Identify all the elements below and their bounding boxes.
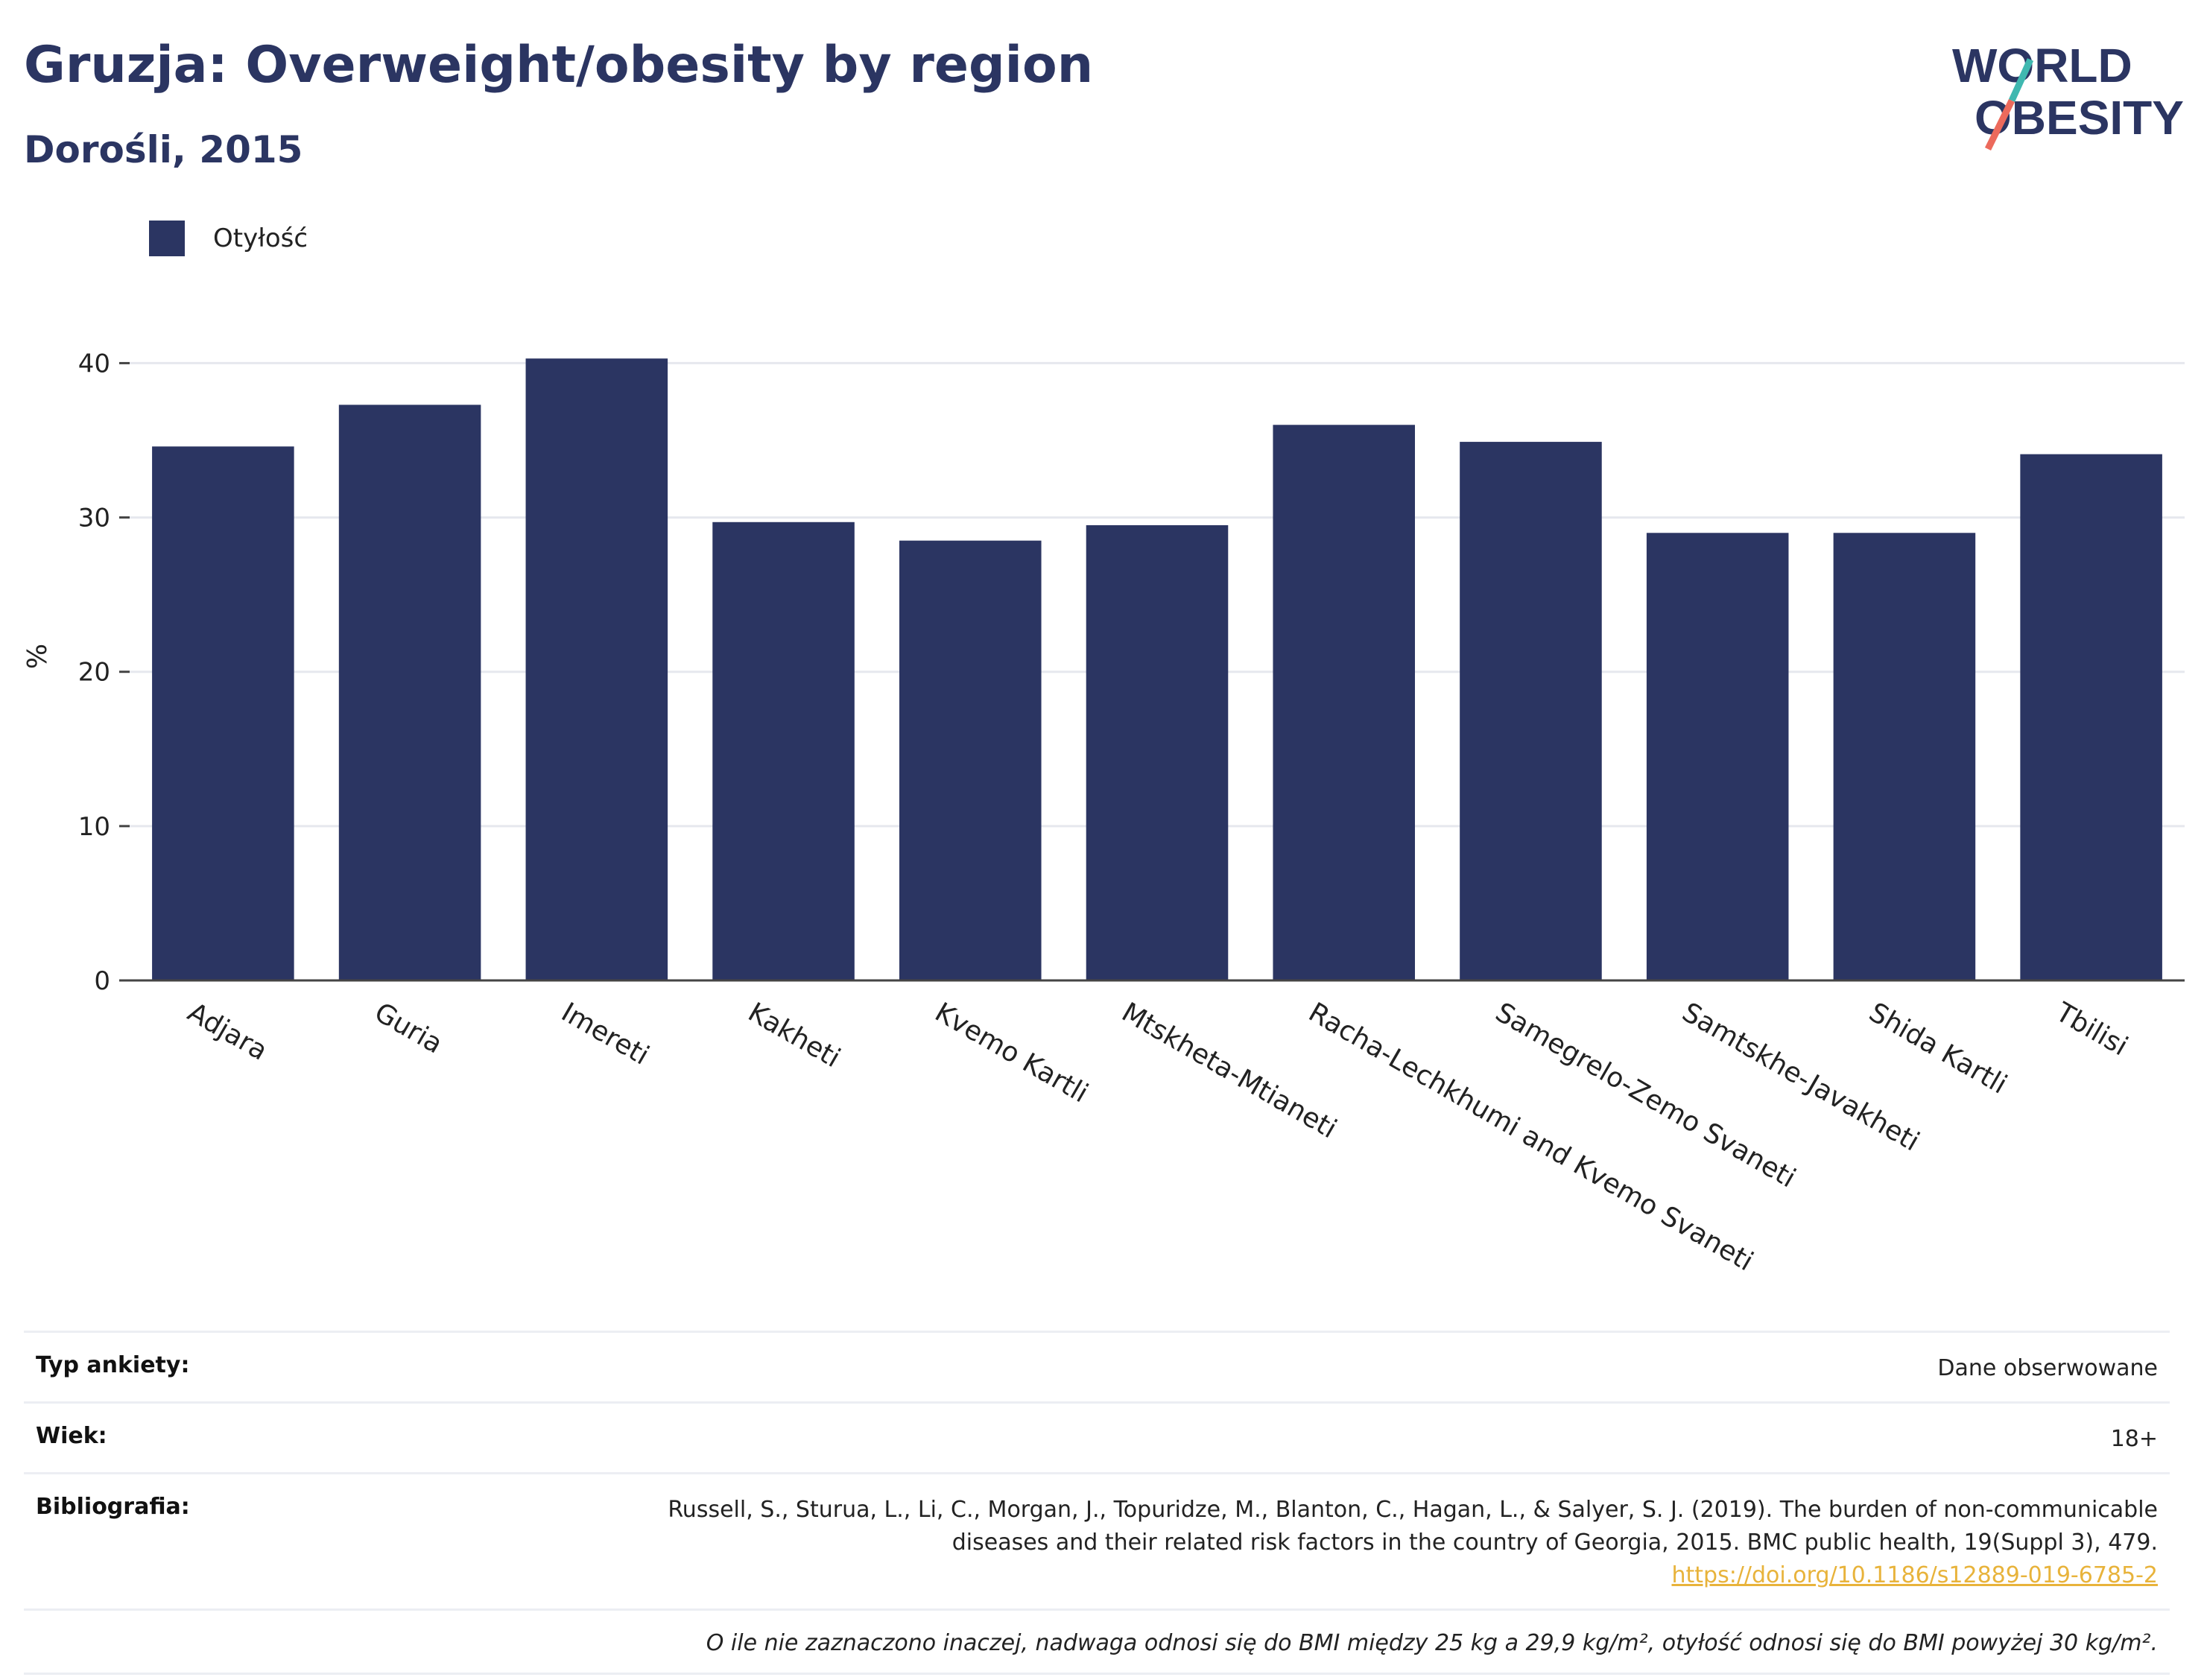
- legend-label: Otyłość: [213, 224, 308, 253]
- y-tick-label: 30: [78, 504, 110, 533]
- survey-type-label: Typ ankiety:: [36, 1352, 190, 1378]
- bibliography-doi-link[interactable]: https://doi.org/10.1186/s12889-019-6785-…: [1671, 1562, 2158, 1588]
- logo-slash-bottom: [1984, 99, 2015, 150]
- bar: [1086, 524, 1229, 980]
- bar: [152, 446, 294, 980]
- age-value: 18+: [2110, 1426, 2158, 1452]
- x-tick-label: Imereti: [556, 997, 653, 1071]
- y-tick-label: 10: [78, 812, 110, 842]
- y-axis-label: %: [22, 644, 53, 669]
- note-row: O ile nie zaznaczono inaczej, nadwaga od…: [24, 1608, 2170, 1675]
- x-tick-label: Kakheti: [743, 997, 845, 1074]
- bar-chart: 0 10 20 30 40 Adjara Guria Imereti Kakheti Kvemo…: [22, 349, 2185, 1278]
- bars: [152, 358, 2162, 980]
- bar: [525, 358, 668, 980]
- survey-type-value: Dane obserwowane: [1937, 1355, 2158, 1381]
- logo-word-world: WORLD: [1952, 39, 2132, 92]
- x-tick-label: Kvemo Kartli: [930, 997, 1093, 1109]
- legend[interactable]: Otyłość: [149, 221, 308, 256]
- bar: [899, 540, 1042, 980]
- world-obesity-logo: WORLD OBESITY: [1952, 39, 2184, 150]
- bar: [1460, 442, 1602, 980]
- y-tick-label: 0: [94, 966, 110, 996]
- bar: [2020, 454, 2162, 980]
- x-tick-label: Tbilisi: [2050, 997, 2132, 1062]
- age-label: Wiek:: [36, 1423, 107, 1449]
- x-tick-label: Adjara: [183, 997, 273, 1066]
- y-tick-label: 40: [78, 349, 110, 378]
- bar: [712, 522, 855, 980]
- age-row: Wiek: 18+: [24, 1401, 2170, 1472]
- bibliography-value: Russell, S., Sturua, L., Li, C., Morgan,…: [668, 1494, 2158, 1592]
- bar: [1646, 533, 1789, 980]
- y-tick-label: 20: [78, 658, 110, 688]
- definition-note: O ile nie zaznaczono inaczej, nadwaga od…: [706, 1630, 2158, 1656]
- legend-swatch: [149, 221, 185, 256]
- bibliography-label: Bibliografia:: [36, 1494, 190, 1520]
- bar: [1833, 533, 1976, 980]
- x-tick-label: Samegrelo-Zemo Svaneti: [1490, 997, 1801, 1194]
- x-tick-label: Guria: [370, 997, 448, 1059]
- bibliography-text-line1: Russell, S., Sturua, L., Li, C., Morgan,…: [668, 1497, 2158, 1523]
- x-tick-label: Shida Kartli: [1863, 997, 2012, 1100]
- chart-title: Gruzja: Overweight/obesity by region: [24, 36, 1094, 95]
- x-axis-ticks: Adjara Guria Imereti Kakheti Kvemo Kartli Mts…: [183, 997, 2133, 1278]
- survey-type-row: Typ ankiety: Dane obserwowane: [24, 1331, 2170, 1401]
- metadata-table: Typ ankiety: Dane obserwowane Wiek: 18+ …: [24, 1331, 2170, 1675]
- chart-subtitle: Dorośli, 2015: [24, 128, 303, 171]
- bibliography-row: Bibliografia: Russell, S., Sturua, L., L…: [24, 1472, 2170, 1608]
- bar: [338, 405, 481, 980]
- y-axis-ticks: 0 10 20 30 40: [78, 349, 130, 996]
- bar: [1273, 425, 1416, 980]
- logo-slash-top: [2008, 58, 2034, 102]
- bibliography-text-line2: diseases and their related risk factors …: [951, 1530, 2158, 1556]
